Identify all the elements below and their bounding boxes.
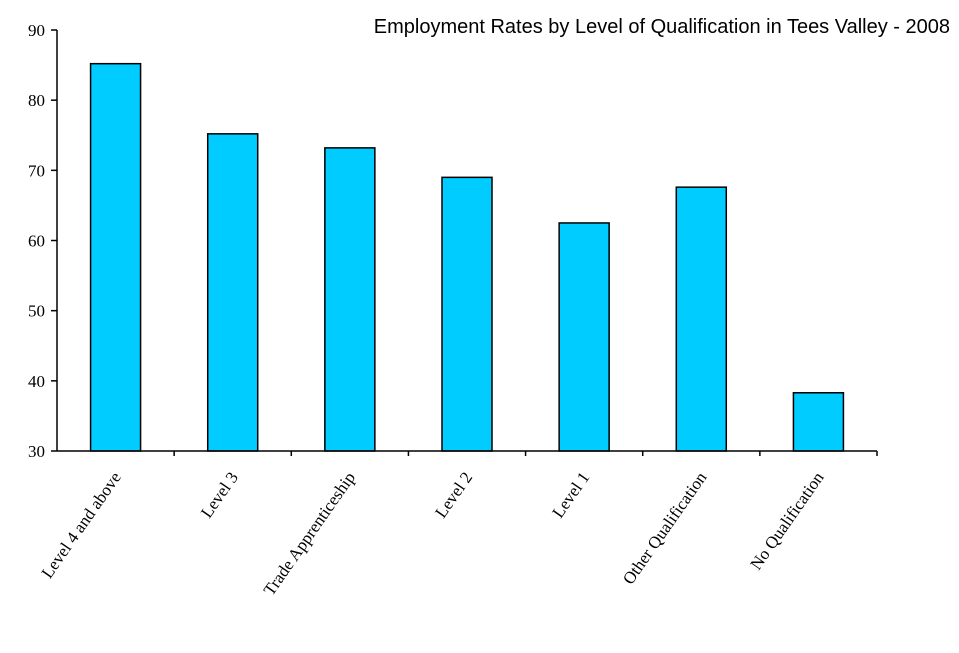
y-tick-label: 90 bbox=[28, 21, 45, 40]
x-category-label: Level 2 bbox=[431, 468, 476, 521]
bar bbox=[792, 392, 845, 452]
bar bbox=[441, 176, 493, 452]
y-tick-label: 50 bbox=[28, 302, 45, 321]
y-tick-label: 30 bbox=[28, 442, 45, 461]
x-category-label: No Qualification bbox=[746, 468, 828, 573]
x-category-label: Level 4 and above bbox=[38, 468, 125, 581]
x-category-label: Level 1 bbox=[548, 468, 593, 521]
bar bbox=[206, 133, 259, 452]
y-ticks-group: 30 40 50 60 70 80 90 bbox=[28, 21, 57, 461]
bar bbox=[558, 222, 610, 452]
x-category-label: Level 3 bbox=[197, 468, 242, 521]
bar bbox=[324, 147, 376, 452]
x-category-label: Trade Apprenticeship bbox=[260, 468, 359, 599]
y-tick-label: 70 bbox=[28, 161, 45, 180]
x-labels-group: Level 4 and above Level 3 Trade Apprentice… bbox=[38, 451, 878, 599]
bars-group bbox=[89, 62, 845, 452]
y-tick-label: 80 bbox=[28, 91, 45, 110]
bar bbox=[675, 186, 728, 452]
y-tick-label: 40 bbox=[28, 372, 45, 391]
x-category-label: Other Qualification bbox=[619, 468, 711, 588]
bar bbox=[89, 62, 142, 452]
y-tick-label: 60 bbox=[28, 232, 45, 251]
chart-title: Employment Rates by Level of Qualificati… bbox=[374, 16, 950, 38]
